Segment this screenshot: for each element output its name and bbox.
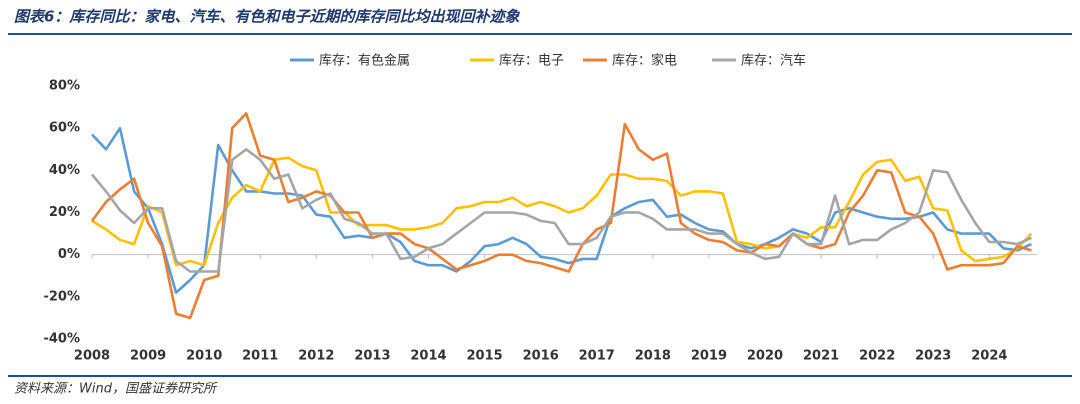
source: 资料来源：Wind，国盛证券研究所: [14, 381, 218, 397]
y-tick-label: 60%: [49, 121, 80, 136]
x-tick-label: 2018: [635, 349, 671, 364]
y-tick-label: -40%: [43, 332, 80, 347]
x-tick-label: 2013: [354, 349, 390, 364]
legend-label: 库存：电子: [499, 53, 564, 69]
y-tick-label: 80%: [49, 79, 80, 94]
chart-title: 图表6：库存同比：家电、汽车、有色和电子近期的库存同比均出现回补迹象: [14, 8, 520, 26]
x-tick-label: 2016: [523, 349, 559, 364]
series-line: [90, 148, 1032, 273]
x-tick-label: 2008: [74, 349, 110, 364]
legend-label: 库存：家电: [612, 53, 677, 69]
x-tick-label: 2009: [130, 349, 166, 364]
x-tick-label: 2020: [747, 349, 783, 364]
x-tick-label: 2010: [186, 349, 222, 364]
y-tick-label: 40%: [49, 163, 80, 178]
y-tick-label: 0%: [58, 247, 80, 262]
x-tick-label: 2012: [298, 349, 334, 364]
x-tick-label: 2015: [466, 349, 502, 364]
legend-label: 库存：有色金属: [319, 53, 410, 69]
series-line: [91, 126, 1032, 294]
series-line: [90, 112, 1032, 320]
x-tick-label: 2023: [915, 349, 951, 364]
y-tick-label: -20%: [43, 289, 80, 304]
series-line: [91, 156, 1033, 267]
x-tick-label: 2024: [971, 349, 1007, 364]
y-tick-label: 20%: [49, 205, 80, 220]
x-tick-label: 2014: [410, 349, 446, 364]
x-tick-label: 2017: [579, 349, 615, 364]
x-tick-label: 2021: [803, 349, 839, 364]
legend-label: 库存：汽车: [741, 53, 806, 69]
x-tick-label: 2022: [859, 349, 895, 364]
x-tick-label: 2011: [242, 349, 278, 364]
x-tick-label: 2019: [691, 349, 727, 364]
